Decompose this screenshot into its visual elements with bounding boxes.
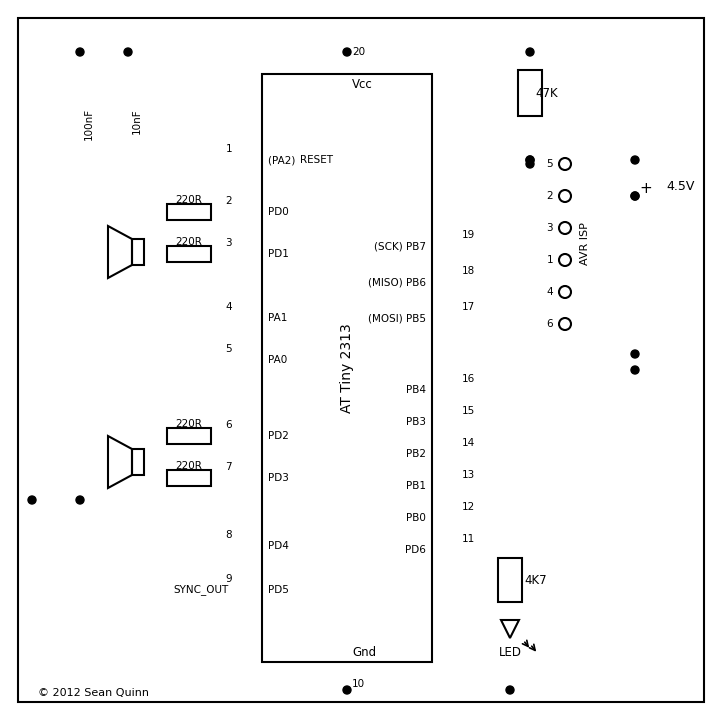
Text: Gnd: Gnd xyxy=(352,646,376,659)
Text: 17: 17 xyxy=(462,302,475,312)
Bar xyxy=(132,449,144,475)
Text: 3: 3 xyxy=(225,238,232,248)
Text: 6: 6 xyxy=(225,420,232,430)
Bar xyxy=(167,470,211,486)
Text: 15: 15 xyxy=(462,406,475,416)
Text: PA0: PA0 xyxy=(268,355,287,365)
Text: PA1: PA1 xyxy=(268,313,287,323)
Text: AT Tiny 2313: AT Tiny 2313 xyxy=(340,323,354,413)
Circle shape xyxy=(526,160,534,168)
Text: PD2: PD2 xyxy=(268,431,289,441)
Circle shape xyxy=(559,318,571,330)
Text: 11: 11 xyxy=(462,534,475,544)
Text: PB1: PB1 xyxy=(406,481,426,491)
Text: RESET: RESET xyxy=(300,155,333,165)
Text: 6: 6 xyxy=(547,319,553,329)
Text: (PA2): (PA2) xyxy=(268,155,299,165)
Text: 13: 13 xyxy=(462,470,475,480)
Text: 7: 7 xyxy=(225,462,232,472)
Text: 100nF: 100nF xyxy=(84,108,94,140)
Bar xyxy=(167,428,211,444)
Circle shape xyxy=(559,254,571,266)
Circle shape xyxy=(631,366,639,374)
Text: PB2: PB2 xyxy=(406,449,426,459)
Text: PD4: PD4 xyxy=(268,541,289,551)
Text: 10nF: 10nF xyxy=(132,108,142,134)
Text: 5: 5 xyxy=(547,159,553,169)
Text: SYNC_OUT: SYNC_OUT xyxy=(174,585,229,595)
Text: +: + xyxy=(640,181,653,196)
Bar xyxy=(518,70,542,116)
Text: 10: 10 xyxy=(352,679,365,689)
Text: © 2012 Sean Quinn: © 2012 Sean Quinn xyxy=(38,688,149,698)
Text: 19: 19 xyxy=(462,230,475,240)
Circle shape xyxy=(559,190,571,202)
Text: 4K7: 4K7 xyxy=(524,574,547,587)
Bar xyxy=(262,74,432,662)
Text: 220R: 220R xyxy=(175,195,202,205)
Text: PD0: PD0 xyxy=(268,207,289,217)
Text: PD3: PD3 xyxy=(268,473,289,483)
Circle shape xyxy=(124,48,132,56)
Text: PB3: PB3 xyxy=(406,417,426,427)
Circle shape xyxy=(506,686,514,694)
Text: 16: 16 xyxy=(462,374,475,384)
Text: 5: 5 xyxy=(225,344,232,354)
Circle shape xyxy=(526,48,534,56)
Text: (SCK) PB7: (SCK) PB7 xyxy=(374,241,426,251)
Text: 220R: 220R xyxy=(175,461,202,471)
Text: 2: 2 xyxy=(547,191,553,201)
Text: (MISO) PB6: (MISO) PB6 xyxy=(368,277,426,287)
Circle shape xyxy=(559,222,571,234)
Text: 8: 8 xyxy=(225,530,232,540)
Circle shape xyxy=(343,48,351,56)
Text: PB0: PB0 xyxy=(406,513,426,523)
Circle shape xyxy=(631,156,639,164)
Circle shape xyxy=(526,156,534,164)
Text: 4.5V: 4.5V xyxy=(666,179,695,192)
Text: 2: 2 xyxy=(225,196,232,206)
Text: 1: 1 xyxy=(547,255,553,265)
Text: 18: 18 xyxy=(462,266,475,276)
Circle shape xyxy=(559,158,571,170)
Text: PB4: PB4 xyxy=(406,385,426,395)
Text: (MOSI) PB5: (MOSI) PB5 xyxy=(368,313,426,323)
Text: 47K: 47K xyxy=(535,86,557,99)
Text: 20: 20 xyxy=(352,47,365,57)
Bar xyxy=(167,246,211,262)
Text: AVR ISP: AVR ISP xyxy=(580,222,590,266)
Text: 4: 4 xyxy=(547,287,553,297)
Text: 220R: 220R xyxy=(175,237,202,247)
Circle shape xyxy=(526,156,534,164)
Text: PD5: PD5 xyxy=(268,585,289,595)
Circle shape xyxy=(76,496,84,504)
Text: 9: 9 xyxy=(225,574,232,584)
Bar xyxy=(132,239,144,265)
Circle shape xyxy=(631,350,639,358)
Text: 1: 1 xyxy=(225,144,232,154)
Text: PD1: PD1 xyxy=(268,249,289,259)
Circle shape xyxy=(76,48,84,56)
Text: PD6: PD6 xyxy=(405,545,426,555)
Bar xyxy=(167,204,211,220)
Circle shape xyxy=(343,686,351,694)
Text: 4: 4 xyxy=(225,302,232,312)
Circle shape xyxy=(28,496,36,504)
Text: LED: LED xyxy=(498,646,521,659)
Text: 220R: 220R xyxy=(175,419,202,429)
Circle shape xyxy=(559,286,571,298)
Bar xyxy=(498,558,522,602)
Text: Vcc: Vcc xyxy=(352,78,373,91)
Circle shape xyxy=(631,192,639,200)
Text: 12: 12 xyxy=(462,502,475,512)
Circle shape xyxy=(631,192,639,200)
Text: 14: 14 xyxy=(462,438,475,448)
Text: 3: 3 xyxy=(547,223,553,233)
